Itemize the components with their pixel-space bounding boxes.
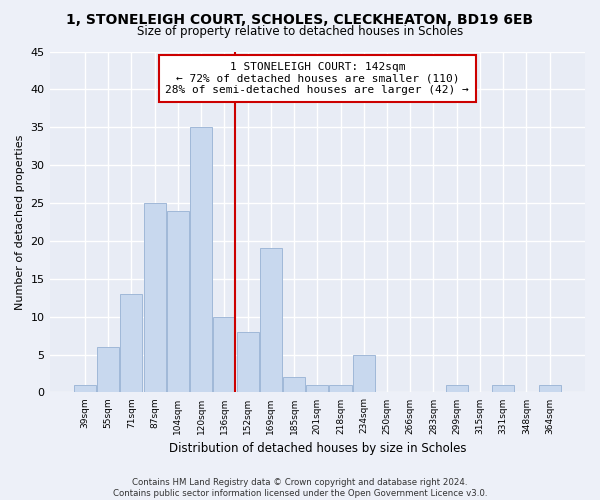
- Text: Size of property relative to detached houses in Scholes: Size of property relative to detached ho…: [137, 25, 463, 38]
- Bar: [74, 385, 96, 392]
- Bar: [213, 316, 235, 392]
- Bar: [283, 378, 305, 392]
- Bar: [143, 203, 166, 392]
- Bar: [492, 385, 514, 392]
- Bar: [190, 128, 212, 392]
- Bar: [167, 210, 189, 392]
- Bar: [306, 385, 328, 392]
- Bar: [539, 385, 560, 392]
- Bar: [97, 347, 119, 393]
- Text: 1, STONELEIGH COURT, SCHOLES, CLECKHEATON, BD19 6EB: 1, STONELEIGH COURT, SCHOLES, CLECKHEATO…: [67, 12, 533, 26]
- Bar: [446, 385, 468, 392]
- Bar: [260, 248, 282, 392]
- Text: Contains HM Land Registry data © Crown copyright and database right 2024.
Contai: Contains HM Land Registry data © Crown c…: [113, 478, 487, 498]
- Bar: [236, 332, 259, 392]
- Bar: [329, 385, 352, 392]
- Y-axis label: Number of detached properties: Number of detached properties: [15, 134, 25, 310]
- Bar: [121, 294, 142, 392]
- Text: 1 STONELEIGH COURT: 142sqm
← 72% of detached houses are smaller (110)
28% of sem: 1 STONELEIGH COURT: 142sqm ← 72% of deta…: [166, 62, 469, 95]
- Bar: [353, 354, 375, 393]
- X-axis label: Distribution of detached houses by size in Scholes: Distribution of detached houses by size …: [169, 442, 466, 455]
